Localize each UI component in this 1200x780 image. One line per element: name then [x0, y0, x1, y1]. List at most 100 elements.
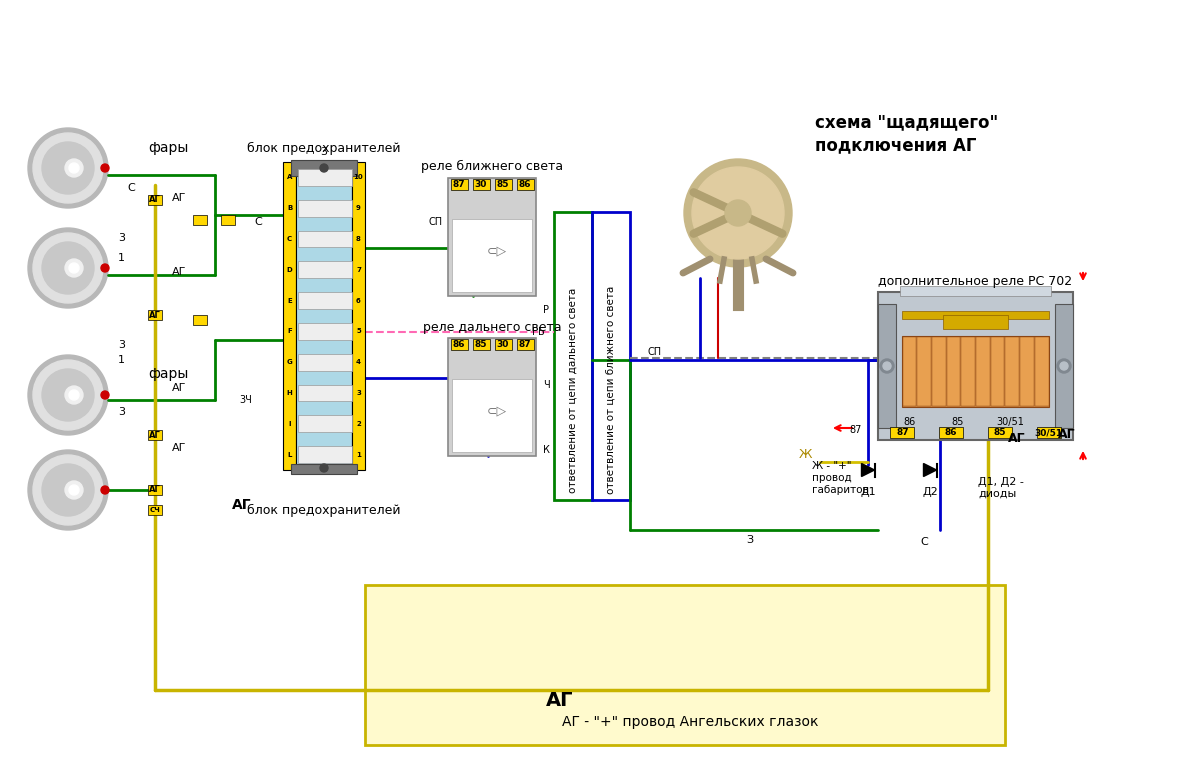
Text: Д1, Д2 -
диоды: Д1, Д2 - диоды	[978, 477, 1024, 499]
Text: ⊂▷: ⊂▷	[486, 245, 506, 257]
Bar	[516, 339, 534, 350]
Circle shape	[70, 485, 79, 495]
Text: 87: 87	[518, 340, 532, 349]
Circle shape	[28, 355, 108, 435]
Text: Ж: Ж	[799, 448, 812, 462]
Bar	[298, 385, 352, 402]
Text: подключения АГ: подключения АГ	[815, 136, 977, 154]
Circle shape	[34, 455, 103, 525]
Bar	[283, 162, 296, 470]
Circle shape	[320, 164, 328, 172]
Text: ответвление от цепи дальнего света: ответвление от цепи дальнего света	[568, 287, 578, 493]
Circle shape	[65, 159, 83, 177]
Text: АГ - "+" провод Ангельских глазок: АГ - "+" провод Ангельских глазок	[562, 715, 818, 729]
Circle shape	[34, 233, 103, 303]
Text: 1: 1	[118, 253, 125, 263]
Bar	[917, 338, 931, 406]
Bar	[961, 338, 974, 406]
Text: 3: 3	[320, 147, 328, 157]
Bar	[452, 379, 532, 452]
Bar	[1020, 338, 1034, 406]
Circle shape	[70, 263, 79, 273]
Text: Д1: Д1	[860, 487, 876, 497]
Text: C: C	[287, 236, 292, 242]
Bar	[292, 464, 358, 474]
Bar	[298, 292, 352, 309]
Text: СП: СП	[648, 347, 662, 357]
Bar	[221, 215, 235, 225]
Bar	[1006, 338, 1019, 406]
Text: ответвление от цепи ближнего света: ответвление от цепи ближнего света	[606, 286, 616, 494]
Text: Ч: Ч	[542, 380, 550, 390]
Bar	[1055, 304, 1073, 428]
Text: I: I	[288, 420, 290, 427]
Text: G: G	[287, 360, 293, 365]
Bar	[902, 310, 1049, 319]
Text: 85: 85	[994, 428, 1006, 437]
Text: АГ: АГ	[149, 431, 161, 439]
Text: СП: СП	[428, 217, 443, 227]
Text: 30/51: 30/51	[996, 417, 1024, 427]
Bar	[148, 485, 162, 495]
Text: 1: 1	[356, 452, 361, 458]
Text: 3: 3	[118, 340, 125, 350]
Text: АГ: АГ	[1058, 428, 1075, 441]
Text: схема "щадящего": схема "щадящего"	[815, 113, 998, 131]
Text: С: С	[127, 183, 134, 193]
Text: 7: 7	[356, 267, 361, 273]
Text: фары: фары	[148, 141, 188, 155]
Polygon shape	[924, 463, 936, 477]
Text: 2: 2	[356, 420, 361, 427]
Bar	[473, 339, 490, 350]
Text: 10: 10	[354, 175, 364, 180]
Circle shape	[320, 464, 328, 472]
Text: 5: 5	[356, 328, 361, 335]
Circle shape	[880, 359, 894, 373]
Text: Д2: Д2	[922, 487, 938, 497]
Text: F: F	[287, 328, 292, 335]
Text: ⊂▷: ⊂▷	[486, 405, 506, 417]
Bar	[298, 231, 352, 247]
Circle shape	[42, 369, 94, 421]
Bar	[298, 261, 352, 278]
Text: 9: 9	[356, 205, 361, 211]
Text: АГ: АГ	[149, 310, 161, 320]
Text: D: D	[287, 267, 293, 273]
Circle shape	[692, 167, 784, 259]
Text: СЧ: СЧ	[150, 507, 161, 513]
Text: 85: 85	[475, 340, 487, 349]
Text: АГ: АГ	[149, 196, 161, 204]
Text: АГ: АГ	[546, 690, 574, 710]
Circle shape	[42, 464, 94, 516]
Text: К: К	[542, 445, 550, 455]
Bar	[516, 179, 534, 190]
Bar	[448, 178, 536, 296]
Bar	[292, 160, 358, 176]
Circle shape	[101, 391, 109, 399]
Circle shape	[65, 386, 83, 404]
Bar	[902, 336, 1049, 407]
Text: Ж - "+"
провод
габаритов: Ж - "+" провод габаритов	[812, 462, 869, 495]
Text: 86: 86	[944, 428, 958, 437]
Bar	[943, 315, 1008, 329]
Bar	[298, 169, 352, 186]
Text: АГ: АГ	[233, 498, 252, 512]
Circle shape	[725, 200, 751, 226]
Circle shape	[28, 228, 108, 308]
Text: Р: Р	[542, 305, 550, 315]
Text: 1: 1	[118, 355, 125, 365]
Text: 30: 30	[497, 340, 509, 349]
Circle shape	[70, 390, 79, 400]
Text: B: B	[287, 205, 292, 211]
Bar	[890, 427, 914, 438]
Text: 30/51: 30/51	[1034, 428, 1063, 437]
Circle shape	[34, 133, 103, 203]
Circle shape	[684, 159, 792, 267]
Bar	[193, 315, 208, 325]
Circle shape	[34, 360, 103, 430]
Bar	[554, 212, 592, 500]
Text: H: H	[287, 390, 293, 396]
Bar	[452, 219, 532, 292]
Text: С: С	[254, 217, 262, 227]
Circle shape	[70, 163, 79, 173]
